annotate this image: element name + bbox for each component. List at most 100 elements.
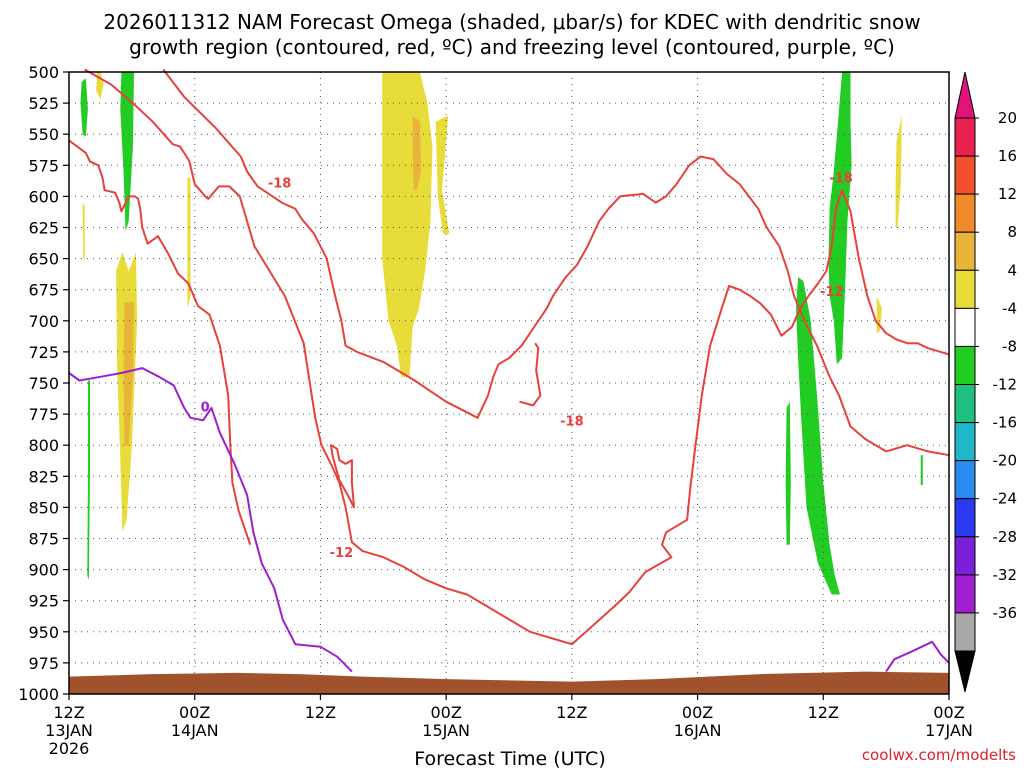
- y-tick-label-725: 725: [28, 343, 59, 362]
- y-tick-label-500: 500: [28, 63, 59, 82]
- x-axis-title: Forecast Time (UTC): [414, 748, 605, 768]
- y-tick-label-600: 600: [28, 187, 59, 206]
- colorbar-segment-13: [954, 612, 976, 652]
- colorbar-label-4: 4: [1007, 261, 1017, 279]
- y-tick-label-825: 825: [28, 467, 59, 486]
- colorbar-label-11: -28: [993, 528, 1018, 546]
- ground-layer: [69, 671, 949, 694]
- y-tick-label-750: 750: [28, 374, 59, 393]
- chart-title-line-2: growth region (contoured, red, ºC) and f…: [129, 35, 895, 59]
- y-tick-label-850: 850: [28, 498, 59, 517]
- x-tick-label-12-0: 00Z: [179, 703, 210, 722]
- colorbar-label-0: 20: [998, 109, 1017, 127]
- colorbar-segment-11: [954, 536, 976, 576]
- colorbar-label-12: -32: [993, 566, 1018, 584]
- contour-label-18b: -18: [560, 414, 584, 429]
- x-tick-label-36-1: 15JAN: [422, 721, 470, 740]
- y-tick-label-525: 525: [28, 94, 59, 113]
- omega-area-7: [187, 177, 191, 309]
- colorbar-label-7: -12: [993, 376, 1018, 394]
- x-tick-label-0-2: 2026: [49, 739, 90, 758]
- y-tick-label-625: 625: [28, 219, 59, 238]
- omega-area-9: [412, 115, 421, 191]
- omega-area-15: [895, 115, 902, 228]
- contour-label-12a: -12: [820, 285, 844, 300]
- x-tick-label-84-0: 00Z: [933, 703, 964, 722]
- omega-area-3: [82, 202, 85, 259]
- colorbar-segment-2: [954, 193, 976, 233]
- omega-area-6: [123, 302, 134, 446]
- colorbar-label-2: 12: [998, 185, 1017, 203]
- colorbar-segment-0: [954, 117, 976, 157]
- colorbar: 20 16 12 8 4 -4 -8 -12 -16 -20 -24 -28 -32 -36: [954, 71, 1018, 693]
- y-tick-label-975: 975: [28, 654, 59, 673]
- colorbar-label-5: -4: [1002, 299, 1017, 317]
- x-tick-label-0-1: 13JAN: [45, 721, 93, 740]
- colorbar-segment-1: [954, 155, 976, 195]
- x-tick-label-12-1: 14JAN: [171, 721, 219, 740]
- contour-18-loop: [519, 342, 542, 407]
- ground-surface: [69, 671, 949, 694]
- contour-series-1: [68, 139, 252, 546]
- colorbar-segment-7: [954, 384, 976, 424]
- omega-area-12: [796, 277, 840, 595]
- contour-12-right: [807, 189, 950, 356]
- colorbar-segment-6: [954, 345, 976, 385]
- y-tick-label-550: 550: [28, 125, 59, 144]
- colorbar-segment-10: [954, 498, 976, 538]
- colorbar-label-13: -36: [993, 604, 1018, 622]
- contour-label-12b: -12: [330, 546, 354, 561]
- omega-area-2: [120, 72, 134, 232]
- omega-area-4: [87, 380, 90, 580]
- colorbar-segment-3: [954, 231, 976, 271]
- x-tick-label-84-1: 17JAN: [925, 721, 973, 740]
- y-axis: 500 525 550 575 600 625 650 675 700 725 750 775 800 8…: [18, 63, 69, 704]
- y-tick-label-575: 575: [28, 156, 59, 175]
- colorbar-segment-5: [954, 307, 976, 347]
- contour-series-0: [84, 68, 810, 646]
- contour-12-island: [329, 444, 355, 509]
- colorbar-segment-12: [954, 574, 976, 614]
- x-tick-label-0-0: 12Z: [53, 703, 84, 722]
- x-tick-label-24-0: 12Z: [305, 703, 336, 722]
- y-tick-label-700: 700: [28, 312, 59, 331]
- y-tick-label-1000: 1000: [18, 685, 59, 704]
- omega-shading-layer: [80, 72, 923, 595]
- omega-area-14: [920, 455, 923, 485]
- x-tick-label-60-1: 16JAN: [674, 721, 722, 740]
- colorbar-label-8: -16: [993, 414, 1018, 432]
- omega-area-11: [828, 72, 852, 365]
- x-tick-label-72-0: 12Z: [808, 703, 839, 722]
- x-tick-label-48-0: 12Z: [556, 703, 587, 722]
- colorbar-top-arrow: [954, 71, 976, 119]
- y-tick-label-800: 800: [28, 436, 59, 455]
- x-tick-label-36-0: 00Z: [430, 703, 461, 722]
- y-tick-label-925: 925: [28, 592, 59, 611]
- colorbar-label-1: 16: [998, 147, 1017, 165]
- y-tick-label-875: 875: [28, 530, 59, 549]
- y-tick-label-650: 650: [28, 250, 59, 269]
- y-tick-label-675: 675: [28, 281, 59, 300]
- chart-title-line-1: 2026011312 NAM Forecast Omega (shaded, μ…: [103, 10, 920, 34]
- colorbar-label-10: -24: [993, 490, 1018, 508]
- omega-area-0: [80, 78, 88, 137]
- colorbar-label-6: -8: [1002, 337, 1017, 355]
- colorbar-segment-4: [954, 269, 976, 309]
- x-tick-label-60-0: 00Z: [682, 703, 713, 722]
- freezing-level-right: [885, 640, 950, 673]
- contour-label-18a: -18: [268, 177, 292, 192]
- credit-label: coolwx.com/modelts: [862, 746, 1016, 764]
- y-tick-label-950: 950: [28, 623, 59, 642]
- contour-label-0: 0: [201, 401, 210, 416]
- freezing-level-left: [68, 367, 353, 673]
- contour-18-right: [162, 68, 950, 457]
- colorbar-bottom-arrow: [954, 650, 976, 693]
- contour-label-18c: -18: [829, 172, 853, 187]
- colorbar-label-3: 8: [1007, 223, 1017, 241]
- omega-area-10: [435, 115, 450, 234]
- colorbar-segment-8: [954, 422, 976, 462]
- contour-layer: -18 -18 -18 -12 -12 0: [68, 68, 950, 673]
- y-tick-label-775: 775: [28, 405, 59, 424]
